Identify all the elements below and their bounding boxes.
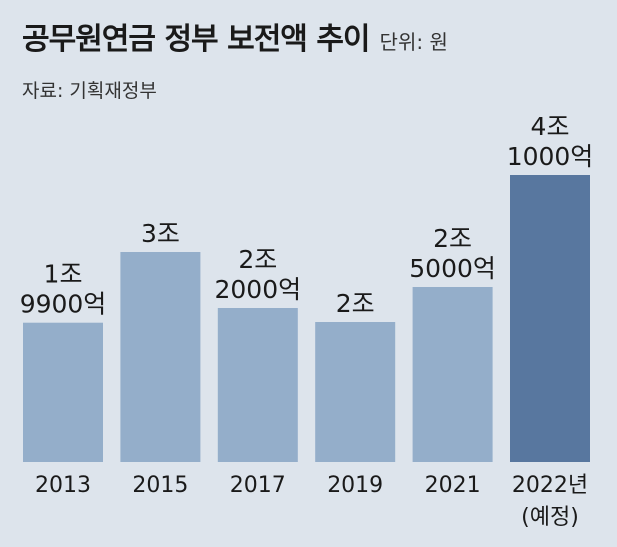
bar-3 xyxy=(315,322,396,462)
bar-1 xyxy=(120,252,201,462)
x-tick-5: 2022년 (예정) xyxy=(512,473,588,530)
value-label-2: 2조 2000억 xyxy=(214,245,301,304)
value-label-3: 2조 xyxy=(336,289,375,318)
bar-5 xyxy=(510,175,590,462)
source-label: 자료: 기획재정부 xyxy=(22,80,157,102)
bar-0 xyxy=(23,322,103,462)
x-tick-0: 2013 xyxy=(35,473,91,498)
chart-title: 공무원연금 정부 보전액 추이 xyxy=(22,22,371,57)
x-tick-2: 2017 xyxy=(230,473,286,498)
x-tick-3: 2019 xyxy=(327,473,383,498)
value-label-1: 3조 xyxy=(141,219,180,248)
value-label-0: 1조 9900억 xyxy=(20,260,107,319)
x-tick-4: 2021 xyxy=(425,473,481,498)
bar-2 xyxy=(217,308,298,462)
bar-4 xyxy=(412,287,493,462)
value-label-5: 4조 1000억 xyxy=(507,112,594,171)
title-row: 공무원연금 정부 보전액 추이 단위: 원 xyxy=(22,14,448,58)
x-tick-1: 2015 xyxy=(132,473,188,498)
unit-label: 단위: 원 xyxy=(379,30,448,54)
value-label-4: 2조 5000억 xyxy=(409,224,496,283)
